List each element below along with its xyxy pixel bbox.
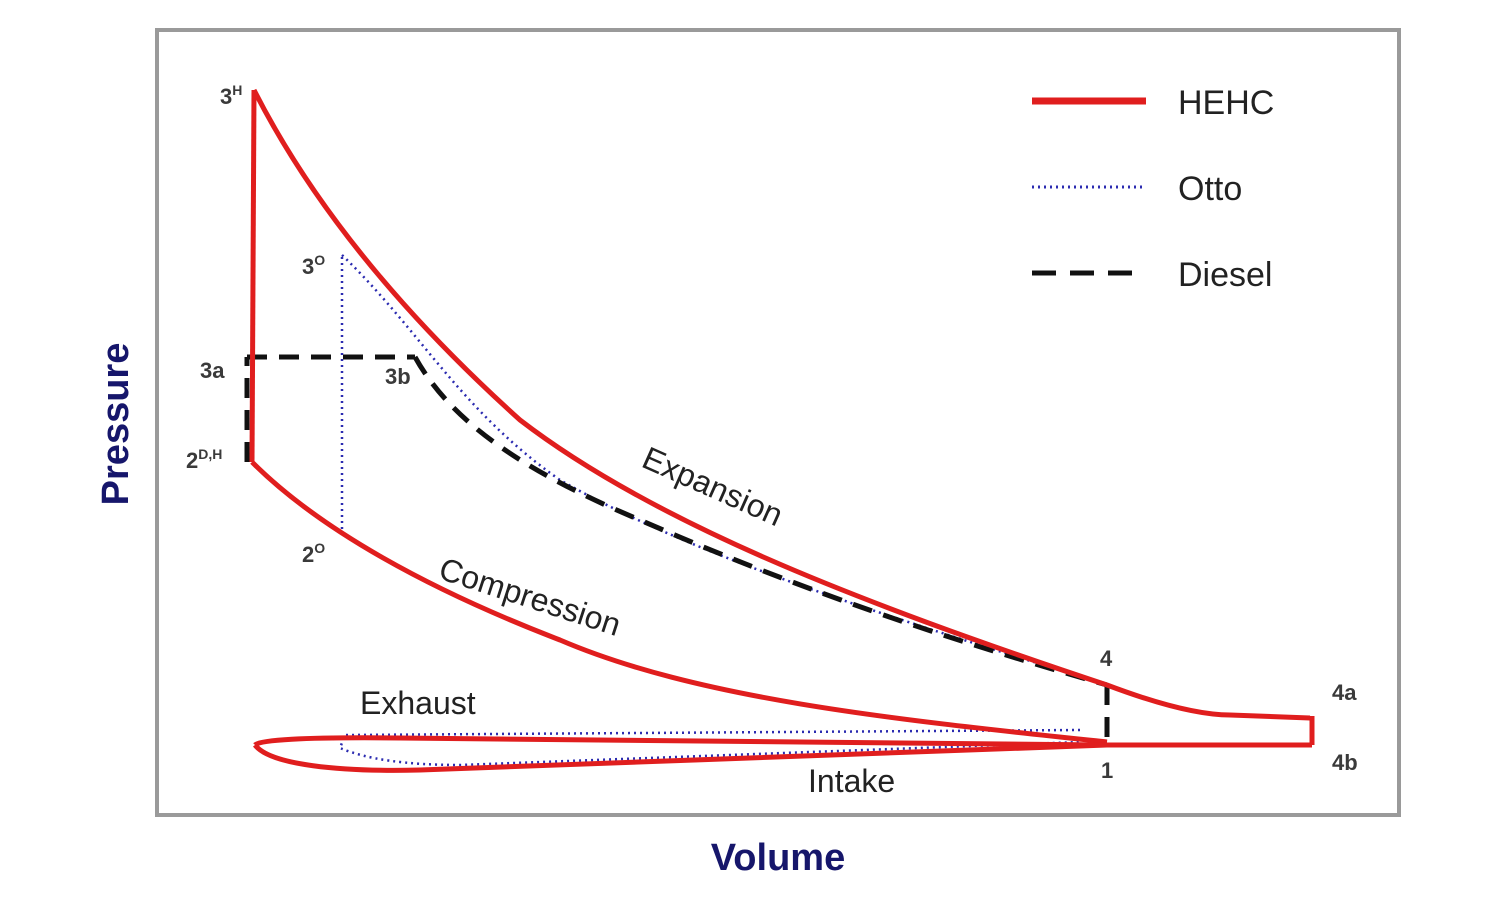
diesel-expansion: [412, 355, 1108, 688]
hehc-expansion: [251, 88, 1311, 721]
diesel-series: [244, 354, 1110, 742]
point-label-3H: 3H: [220, 82, 242, 109]
otto-series: [338, 254, 1108, 767]
x-axis-title: Volume: [711, 837, 845, 879]
otto-expansion: [341, 254, 1108, 687]
hehc-intake: [253, 742, 1108, 773]
y-axis-title: Pressure: [95, 343, 137, 506]
plot-frame: [155, 28, 1401, 817]
expansion-label: Expansion: [637, 440, 788, 534]
point-label-3O: 3O: [302, 252, 325, 279]
point-label-2O: 2O: [302, 540, 325, 567]
point-label-4a: 4a: [1332, 680, 1357, 705]
legend: HEHC Otto Diesel: [1032, 84, 1274, 294]
intake-label: Intake: [808, 763, 895, 799]
point-label-2DH: 2D,H: [186, 446, 222, 473]
point-label-1: 1: [1101, 758, 1113, 783]
legend-label-otto: Otto: [1178, 170, 1242, 208]
point-label-3a: 3a: [200, 358, 225, 383]
point-labels: 3H 3O 3a 3b 2D,H 2O 4 4a 1 4b: [186, 82, 1358, 783]
point-label-4: 4: [1100, 646, 1113, 671]
point-label-3b: 3b: [385, 364, 411, 389]
hehc-exhaust: [253, 735, 1312, 748]
hehc-heat-addition: [249, 89, 257, 463]
exhaust-label: Exhaust: [360, 685, 476, 721]
legend-label-hehc: HEHC: [1178, 84, 1274, 122]
legend-label-diesel: Diesel: [1178, 256, 1272, 294]
point-label-4b: 4b: [1332, 750, 1358, 775]
hehc-compression: [250, 460, 1108, 745]
hehc-series: [249, 88, 1315, 773]
